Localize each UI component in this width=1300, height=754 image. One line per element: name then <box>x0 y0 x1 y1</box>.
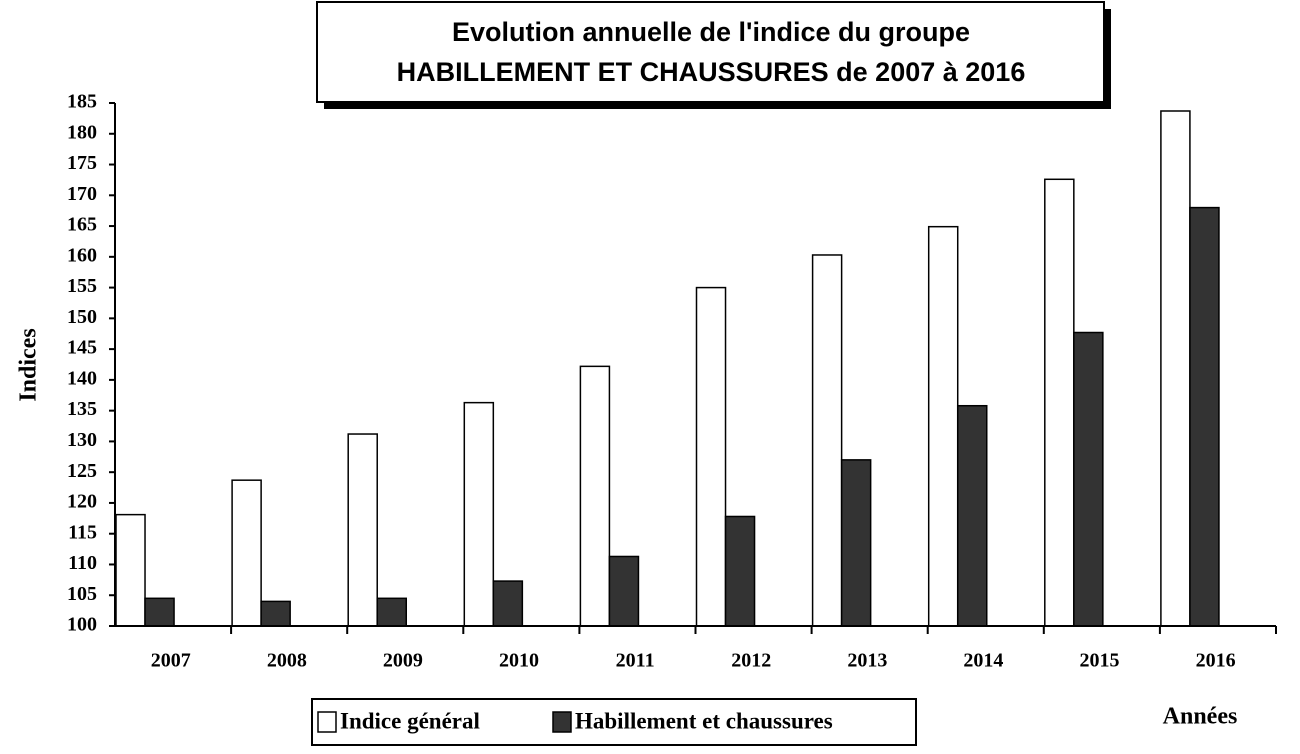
y-tick-label: 185 <box>67 91 97 113</box>
bar <box>1189 206 1220 627</box>
chart-title: Evolution annuelle de l'indice du groupe <box>452 17 970 47</box>
legend-label: Indice général <box>340 708 480 733</box>
bar <box>927 225 959 627</box>
bar <box>463 401 495 627</box>
y-tick-label: 155 <box>67 275 97 297</box>
bar <box>608 555 640 627</box>
x-tick-label: 2016 <box>1196 650 1236 672</box>
y-tick-label: 165 <box>67 214 97 236</box>
bar <box>144 597 175 627</box>
y-tick-label: 100 <box>67 614 97 636</box>
y-tick-label: 160 <box>67 244 97 266</box>
bar <box>347 433 378 627</box>
y-tick-label: 120 <box>67 491 97 513</box>
legend-swatch <box>317 711 337 733</box>
y-tick-label: 115 <box>68 521 97 543</box>
x-tick-label: 2010 <box>499 650 539 672</box>
y-tick-label: 105 <box>67 583 97 605</box>
x-tick-label: 2013 <box>847 650 887 672</box>
y-tick-label: 125 <box>67 460 97 482</box>
x-tick-label: 2014 <box>963 650 1003 672</box>
x-tick-label: 2009 <box>383 650 423 672</box>
y-tick-label: 135 <box>67 398 97 420</box>
y-tick-label: 140 <box>67 367 97 389</box>
y-tick-label: 110 <box>68 552 97 574</box>
y-tick-label: 130 <box>67 429 97 451</box>
bar <box>811 254 843 627</box>
bar <box>1073 331 1104 627</box>
legend-swatch <box>552 711 572 733</box>
bar <box>231 479 262 627</box>
x-tick-label: 2012 <box>731 650 771 672</box>
legend-box <box>311 698 917 746</box>
bar <box>260 600 291 627</box>
bar <box>492 580 524 627</box>
bar <box>695 286 727 627</box>
x-tick-label: 2007 <box>151 650 191 672</box>
y-tick-label: 145 <box>67 337 97 359</box>
bar <box>840 459 872 627</box>
bar <box>1044 178 1075 627</box>
bar <box>956 404 988 627</box>
y-axis-label: Indices <box>16 328 42 401</box>
y-tick-label: 175 <box>67 152 97 174</box>
bar <box>579 365 611 627</box>
bar <box>1160 110 1191 627</box>
y-tick-label: 170 <box>67 183 97 205</box>
x-axis-label: Années <box>1163 704 1238 730</box>
x-tick-label: 2015 <box>1080 650 1120 672</box>
x-tick-label: 2008 <box>267 650 307 672</box>
legend-label: Habillement et chaussures <box>575 708 833 733</box>
bar <box>724 515 756 627</box>
bar <box>376 597 408 627</box>
title-box <box>316 1 1105 103</box>
chart-title: HABILLEMENT ET CHAUSSURES de 2007 à 2016 <box>397 57 1026 87</box>
x-tick-label: 2011 <box>616 650 655 672</box>
y-tick-label: 180 <box>67 121 97 143</box>
bar <box>115 513 146 627</box>
y-tick-label: 150 <box>67 306 97 328</box>
